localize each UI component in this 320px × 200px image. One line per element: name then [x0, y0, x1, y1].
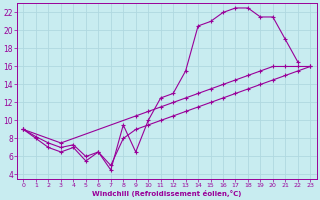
- X-axis label: Windchill (Refroidissement éolien,°C): Windchill (Refroidissement éolien,°C): [92, 190, 242, 197]
